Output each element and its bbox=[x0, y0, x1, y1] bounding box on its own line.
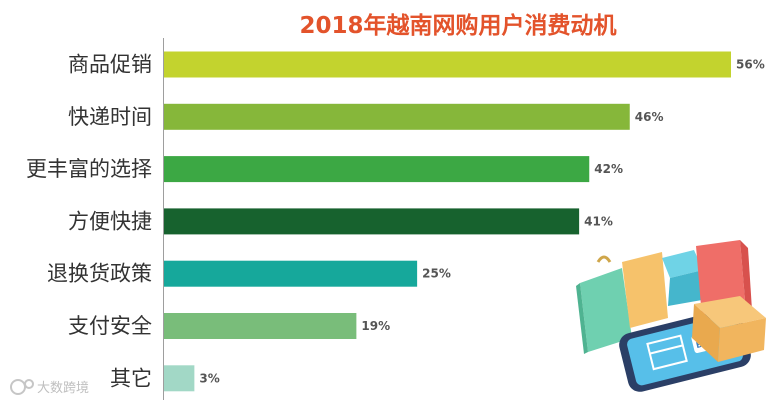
bar-6 bbox=[164, 313, 357, 339]
bar-4 bbox=[164, 208, 580, 235]
category-label-2: 快递时间 bbox=[68, 105, 152, 129]
bar-5 bbox=[164, 260, 418, 287]
category-label-7: 其它 bbox=[110, 366, 152, 390]
category-label-4: 方便快捷 bbox=[68, 209, 152, 233]
value-label-1: 56% bbox=[736, 58, 765, 72]
value-label-2: 46% bbox=[635, 110, 664, 124]
bars bbox=[164, 51, 731, 392]
watermark-text: 大数跨境 bbox=[37, 381, 89, 396]
value-label-4: 41% bbox=[584, 214, 613, 228]
chart-title: 2018年越南网购用户消费动机 bbox=[299, 12, 616, 39]
category-label-1: 商品促销 bbox=[68, 53, 152, 77]
bar-7 bbox=[164, 365, 195, 392]
value-labels: 56% 46% 42% 41% 25% 19% 3% bbox=[199, 58, 764, 386]
shopping-illustration: BUY bbox=[576, 227, 766, 392]
value-label-6: 19% bbox=[361, 319, 390, 333]
bar-3 bbox=[164, 156, 590, 183]
bar-2 bbox=[164, 103, 630, 130]
category-label-6: 支付安全 bbox=[68, 314, 152, 338]
watermark: 大数跨境 bbox=[10, 379, 89, 396]
bar-1 bbox=[164, 51, 731, 78]
value-label-7: 3% bbox=[199, 371, 219, 385]
value-label-3: 42% bbox=[594, 162, 623, 176]
category-label-3: 更丰富的选择 bbox=[26, 157, 152, 181]
category-label-5: 退换货政策 bbox=[47, 262, 152, 286]
value-label-5: 25% bbox=[422, 267, 451, 281]
